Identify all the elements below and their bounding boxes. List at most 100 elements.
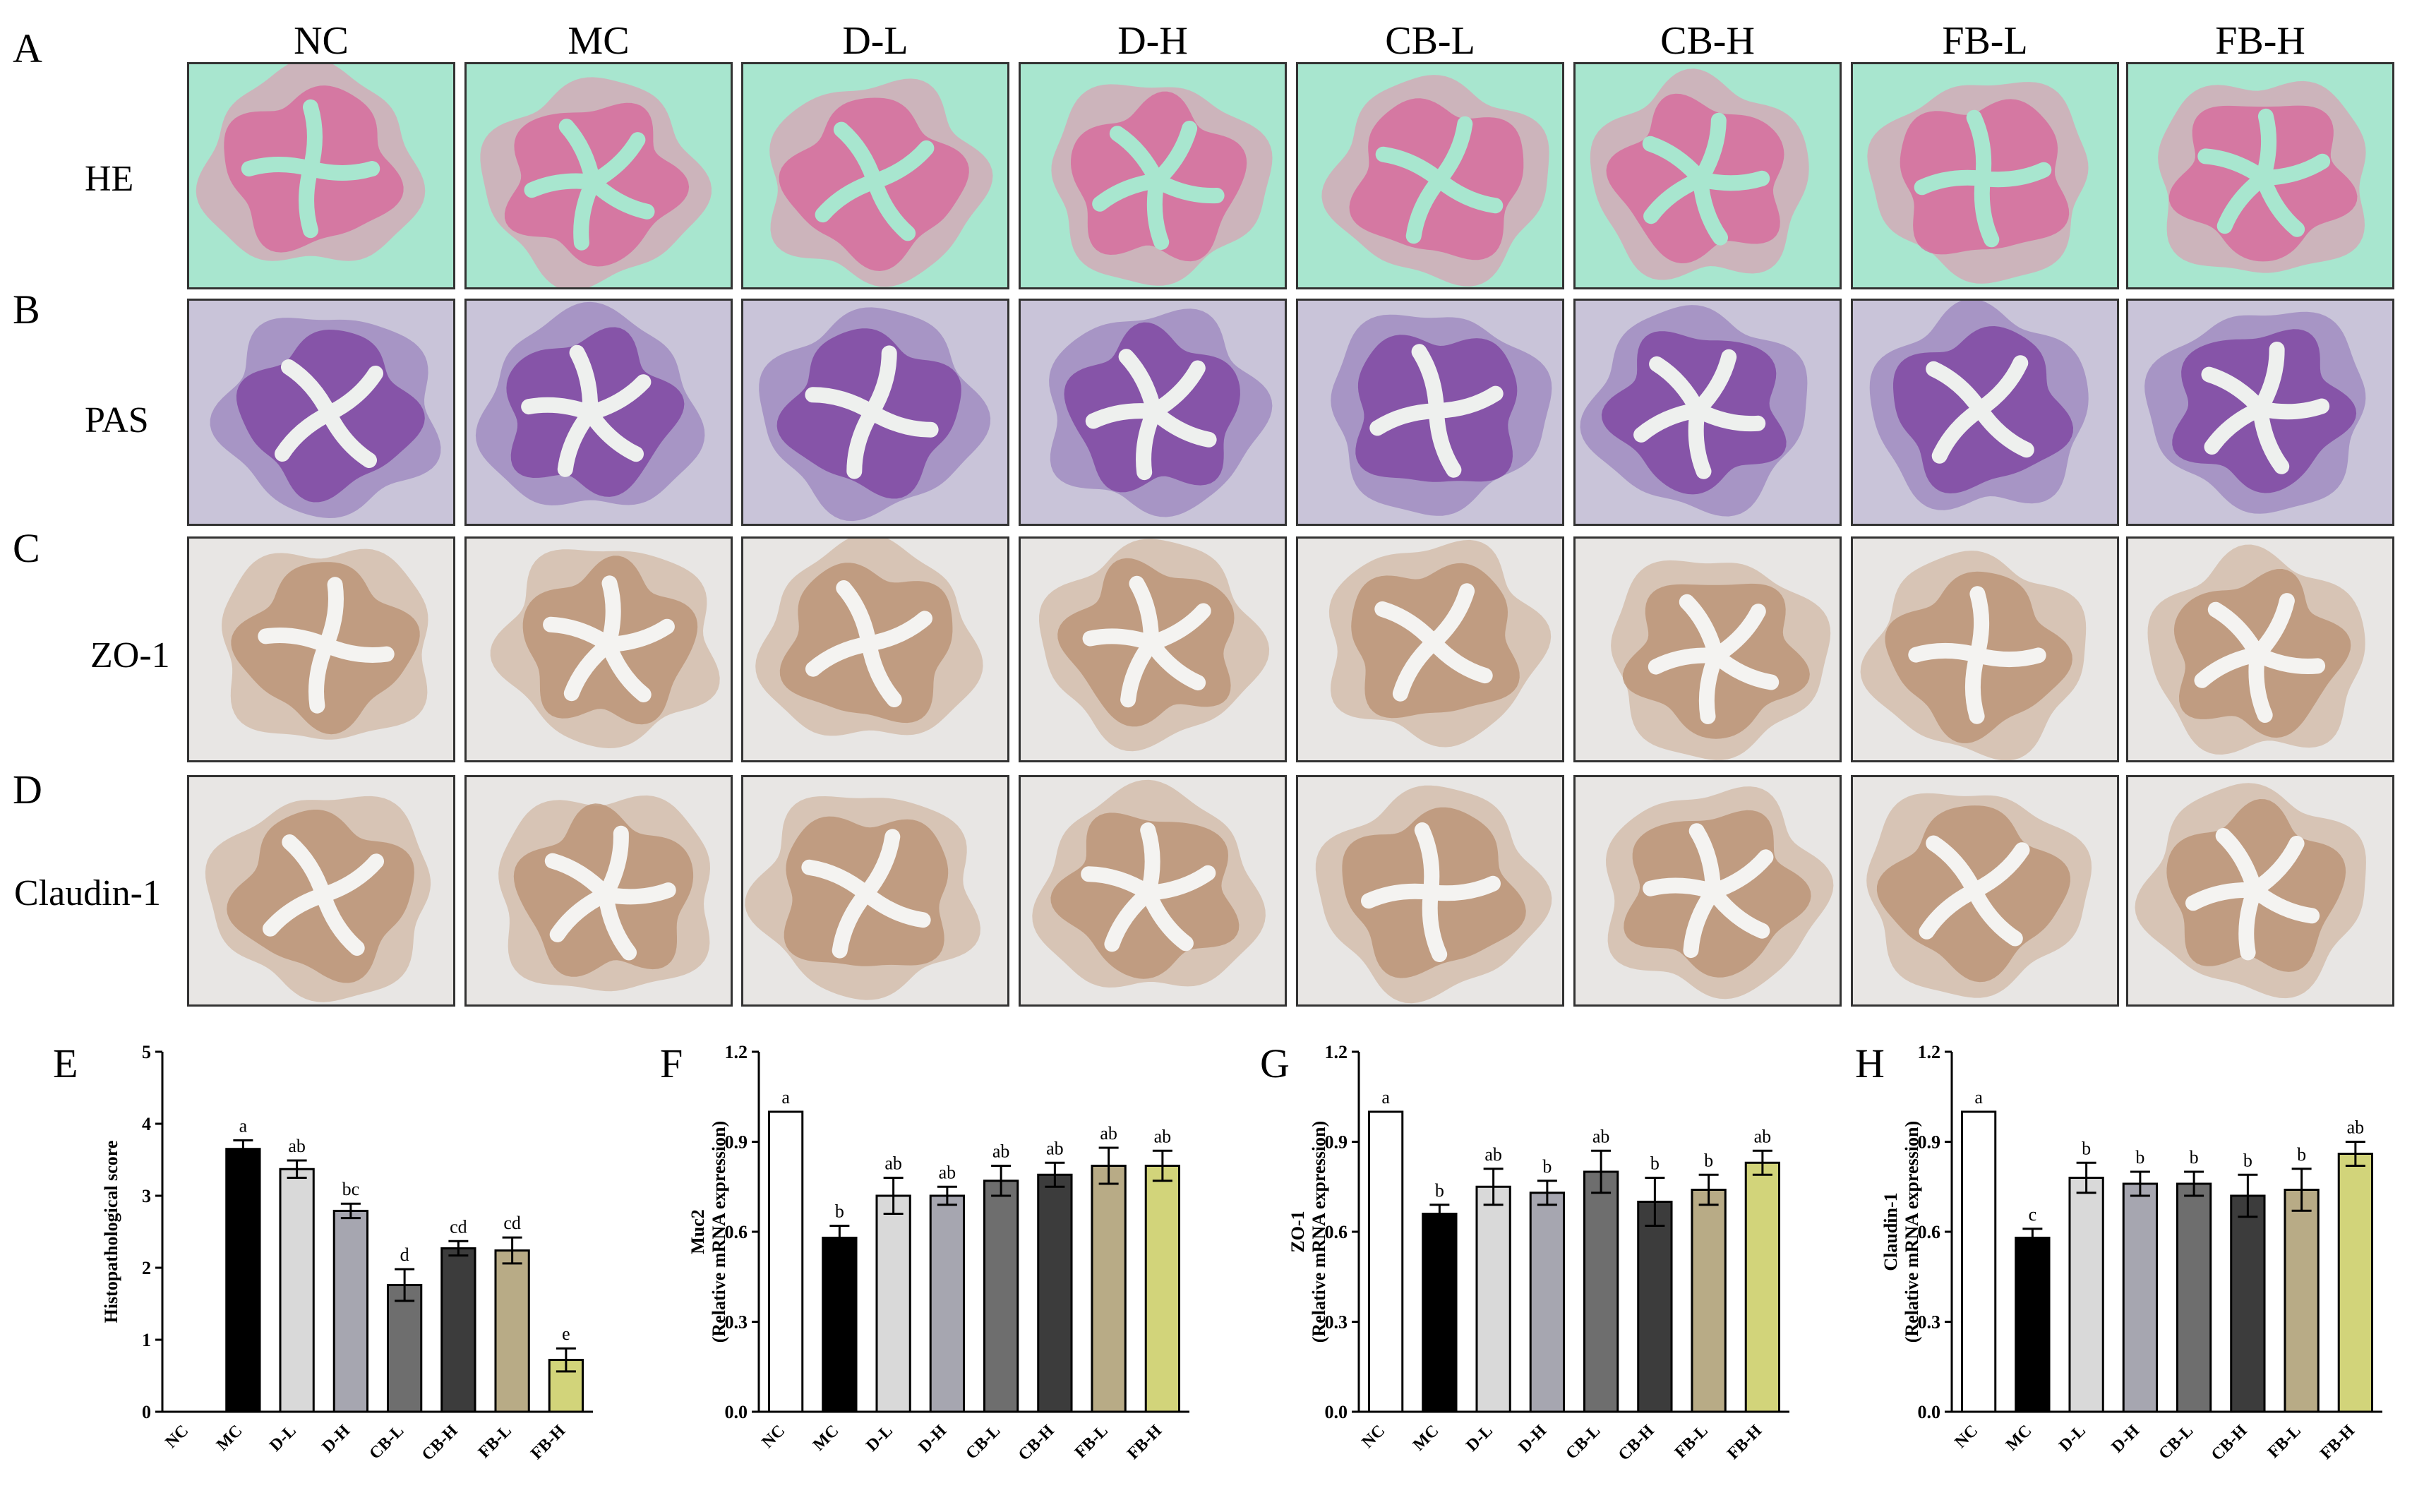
y-tick-label: 0.9: [725, 1132, 748, 1153]
panel-letter-d: D: [13, 767, 42, 812]
chart-zo1-expression: 0.0 0.3 0.6 0.9 1.2 ZO-1 (Relative mRNA expres…: [1288, 1042, 1789, 1465]
x-tick-label-d-l: D-L: [2056, 1422, 2089, 1456]
x-tick-label-cb-h: CB-H: [419, 1422, 462, 1465]
y-tick-label: 0.0: [725, 1402, 748, 1422]
micrograph-zo-1-nc: [187, 536, 455, 762]
significance-letter-d-l: ab: [1484, 1144, 1502, 1165]
micrograph-he-fb-h: [2126, 62, 2394, 289]
micrograph-pas-cb-l: [1296, 299, 1564, 526]
significance-letter-d-h: b: [2135, 1147, 2144, 1168]
bar-mc: [2015, 1237, 2051, 1413]
bar-cb-l: [1583, 1170, 1619, 1413]
y-tick-label: 0.0: [1325, 1402, 1348, 1422]
micrograph-zo-1-fb-h: [2126, 536, 2394, 762]
x-tick-label-fb-h: FB-H: [1124, 1422, 1165, 1463]
x-tick-label-d-l: D-L: [1463, 1422, 1496, 1456]
significance-letter-fb-h: ab: [1754, 1126, 1772, 1146]
column-label-nc: NC: [294, 19, 349, 63]
y-tick-label: 0.6: [1325, 1222, 1348, 1242]
x-tick-label-cb-h: CB-H: [1615, 1422, 1658, 1465]
micrograph-he-fb-l: [1851, 62, 2119, 289]
column-label-cb-l: CB-L: [1385, 19, 1475, 63]
micrograph-claudin-1-fb-l: [1851, 775, 2119, 1007]
y-tick-label: 0.9: [1325, 1132, 1348, 1153]
column-label-fb-l: FB-L: [1942, 19, 2028, 63]
y-tick-label: 0.6: [1918, 1222, 1941, 1242]
x-tick-label-mc: MC: [810, 1422, 843, 1455]
significance-letter-mc: b: [835, 1201, 844, 1222]
significance-letter-cb-h: b: [2243, 1150, 2252, 1170]
row-label-he: HE: [85, 159, 134, 199]
panel-letter-h: H: [1855, 1040, 1885, 1086]
significance-letter-cb-l: ab: [1592, 1126, 1610, 1146]
x-tick-label-d-h: D-H: [1516, 1422, 1551, 1457]
micrograph-claudin-1-cb-h: [1573, 775, 1842, 1007]
x-tick-label-cb-h: CB-H: [1015, 1422, 1058, 1465]
bar-cb-h: [1037, 1173, 1073, 1413]
bar-nc: [767, 1110, 804, 1413]
bar-d-l: [279, 1168, 315, 1413]
micrograph-pas-mc: [464, 299, 733, 526]
x-tick-label-fb-h: FB-H: [1724, 1422, 1765, 1463]
x-tick-label-d-h: D-H: [2108, 1422, 2144, 1457]
y-tick-label: 0.3: [1325, 1312, 1348, 1333]
y-axis-label-unit: (Relative mRNA expression): [1309, 1121, 1329, 1343]
x-tick-label-mc: MC: [1410, 1422, 1443, 1455]
y-axis-label: Histopathological score: [101, 1141, 121, 1324]
micrograph-claudin-1-nc: [187, 775, 455, 1007]
micrograph-he-mc: [464, 62, 733, 289]
bar-d-l: [1475, 1185, 1511, 1413]
bar-cb-h: [1637, 1201, 1673, 1413]
significance-letter-mc: a: [239, 1115, 248, 1136]
x-tick-label-cb-l: CB-L: [366, 1422, 407, 1463]
x-tick-label-nc: NC: [162, 1422, 192, 1452]
chart-muc2-expression: 0.0 0.3 0.6 0.9 1.2 Muc2 (Relative mRNA expres…: [688, 1042, 1189, 1465]
panel-letter-f: F: [660, 1040, 683, 1086]
micrograph-zo-1-d-l: [741, 536, 1009, 762]
x-tick-label-d-l: D-L: [863, 1422, 896, 1456]
x-tick-label-fb-l: FB-L: [475, 1422, 515, 1462]
significance-letter-d-l: b: [2082, 1138, 2091, 1158]
micrograph-pas-fb-h: [2126, 299, 2394, 526]
x-tick-label-mc: MC: [2003, 1422, 2036, 1455]
y-tick-label: 5: [142, 1042, 151, 1062]
y-tick-label: 3: [142, 1186, 151, 1206]
bar-cb-h: [2230, 1194, 2266, 1413]
panel-letter-e: E: [53, 1040, 78, 1086]
x-tick-label-nc: NC: [1951, 1422, 1981, 1452]
y-tick-label: 0: [142, 1402, 151, 1422]
x-tick-label-d-h: D-H: [916, 1422, 951, 1457]
x-tick-label-fb-h: FB-H: [527, 1422, 569, 1463]
significance-letter-fb-h: ab: [2347, 1117, 2365, 1138]
bar-d-h: [1529, 1192, 1566, 1413]
y-axis-label: Claudin-1: [1880, 1192, 1901, 1271]
x-tick-label-nc: NC: [1358, 1422, 1388, 1452]
x-tick-label-nc: NC: [758, 1422, 788, 1452]
y-axis-label: ZO-1: [1288, 1211, 1308, 1252]
y-tick-label: 2: [142, 1258, 151, 1278]
column-label-d-h: D-H: [1117, 19, 1188, 63]
panel-letter-g: G: [1260, 1040, 1290, 1086]
y-axis-label: Muc2: [688, 1209, 708, 1254]
micrograph-zo-1-cb-h: [1573, 536, 1842, 762]
significance-letter-d-h: ab: [939, 1162, 956, 1182]
significance-letter-cb-h: ab: [1046, 1138, 1064, 1158]
x-tick-label-d-l: D-L: [266, 1422, 300, 1456]
micrograph-zo-1-d-h: [1019, 536, 1287, 762]
bar-mc: [225, 1148, 261, 1413]
x-tick-label-cb-l: CB-L: [1562, 1422, 1604, 1463]
bar-cb-l: [2176, 1182, 2212, 1413]
significance-letter-cb-h: cd: [450, 1216, 467, 1237]
significance-letter-d-l: ab: [884, 1153, 902, 1174]
x-tick-label-fb-l: FB-L: [1672, 1422, 1712, 1462]
micrograph-he-d-h: [1019, 62, 1287, 289]
bar-d-h: [2122, 1182, 2159, 1413]
x-tick-label-fb-h: FB-H: [2317, 1422, 2358, 1463]
column-label-fb-h: FB-H: [2215, 19, 2305, 63]
x-tick-label-fb-l: FB-L: [1072, 1422, 1112, 1462]
row-label-pas: PAS: [85, 400, 149, 440]
significance-letter-fb-l: b: [1704, 1150, 1713, 1170]
micrograph-claudin-1-fb-h: [2126, 775, 2394, 1007]
micrograph-pas-d-l: [741, 299, 1009, 526]
significance-letter-cb-l: b: [2190, 1147, 2199, 1168]
